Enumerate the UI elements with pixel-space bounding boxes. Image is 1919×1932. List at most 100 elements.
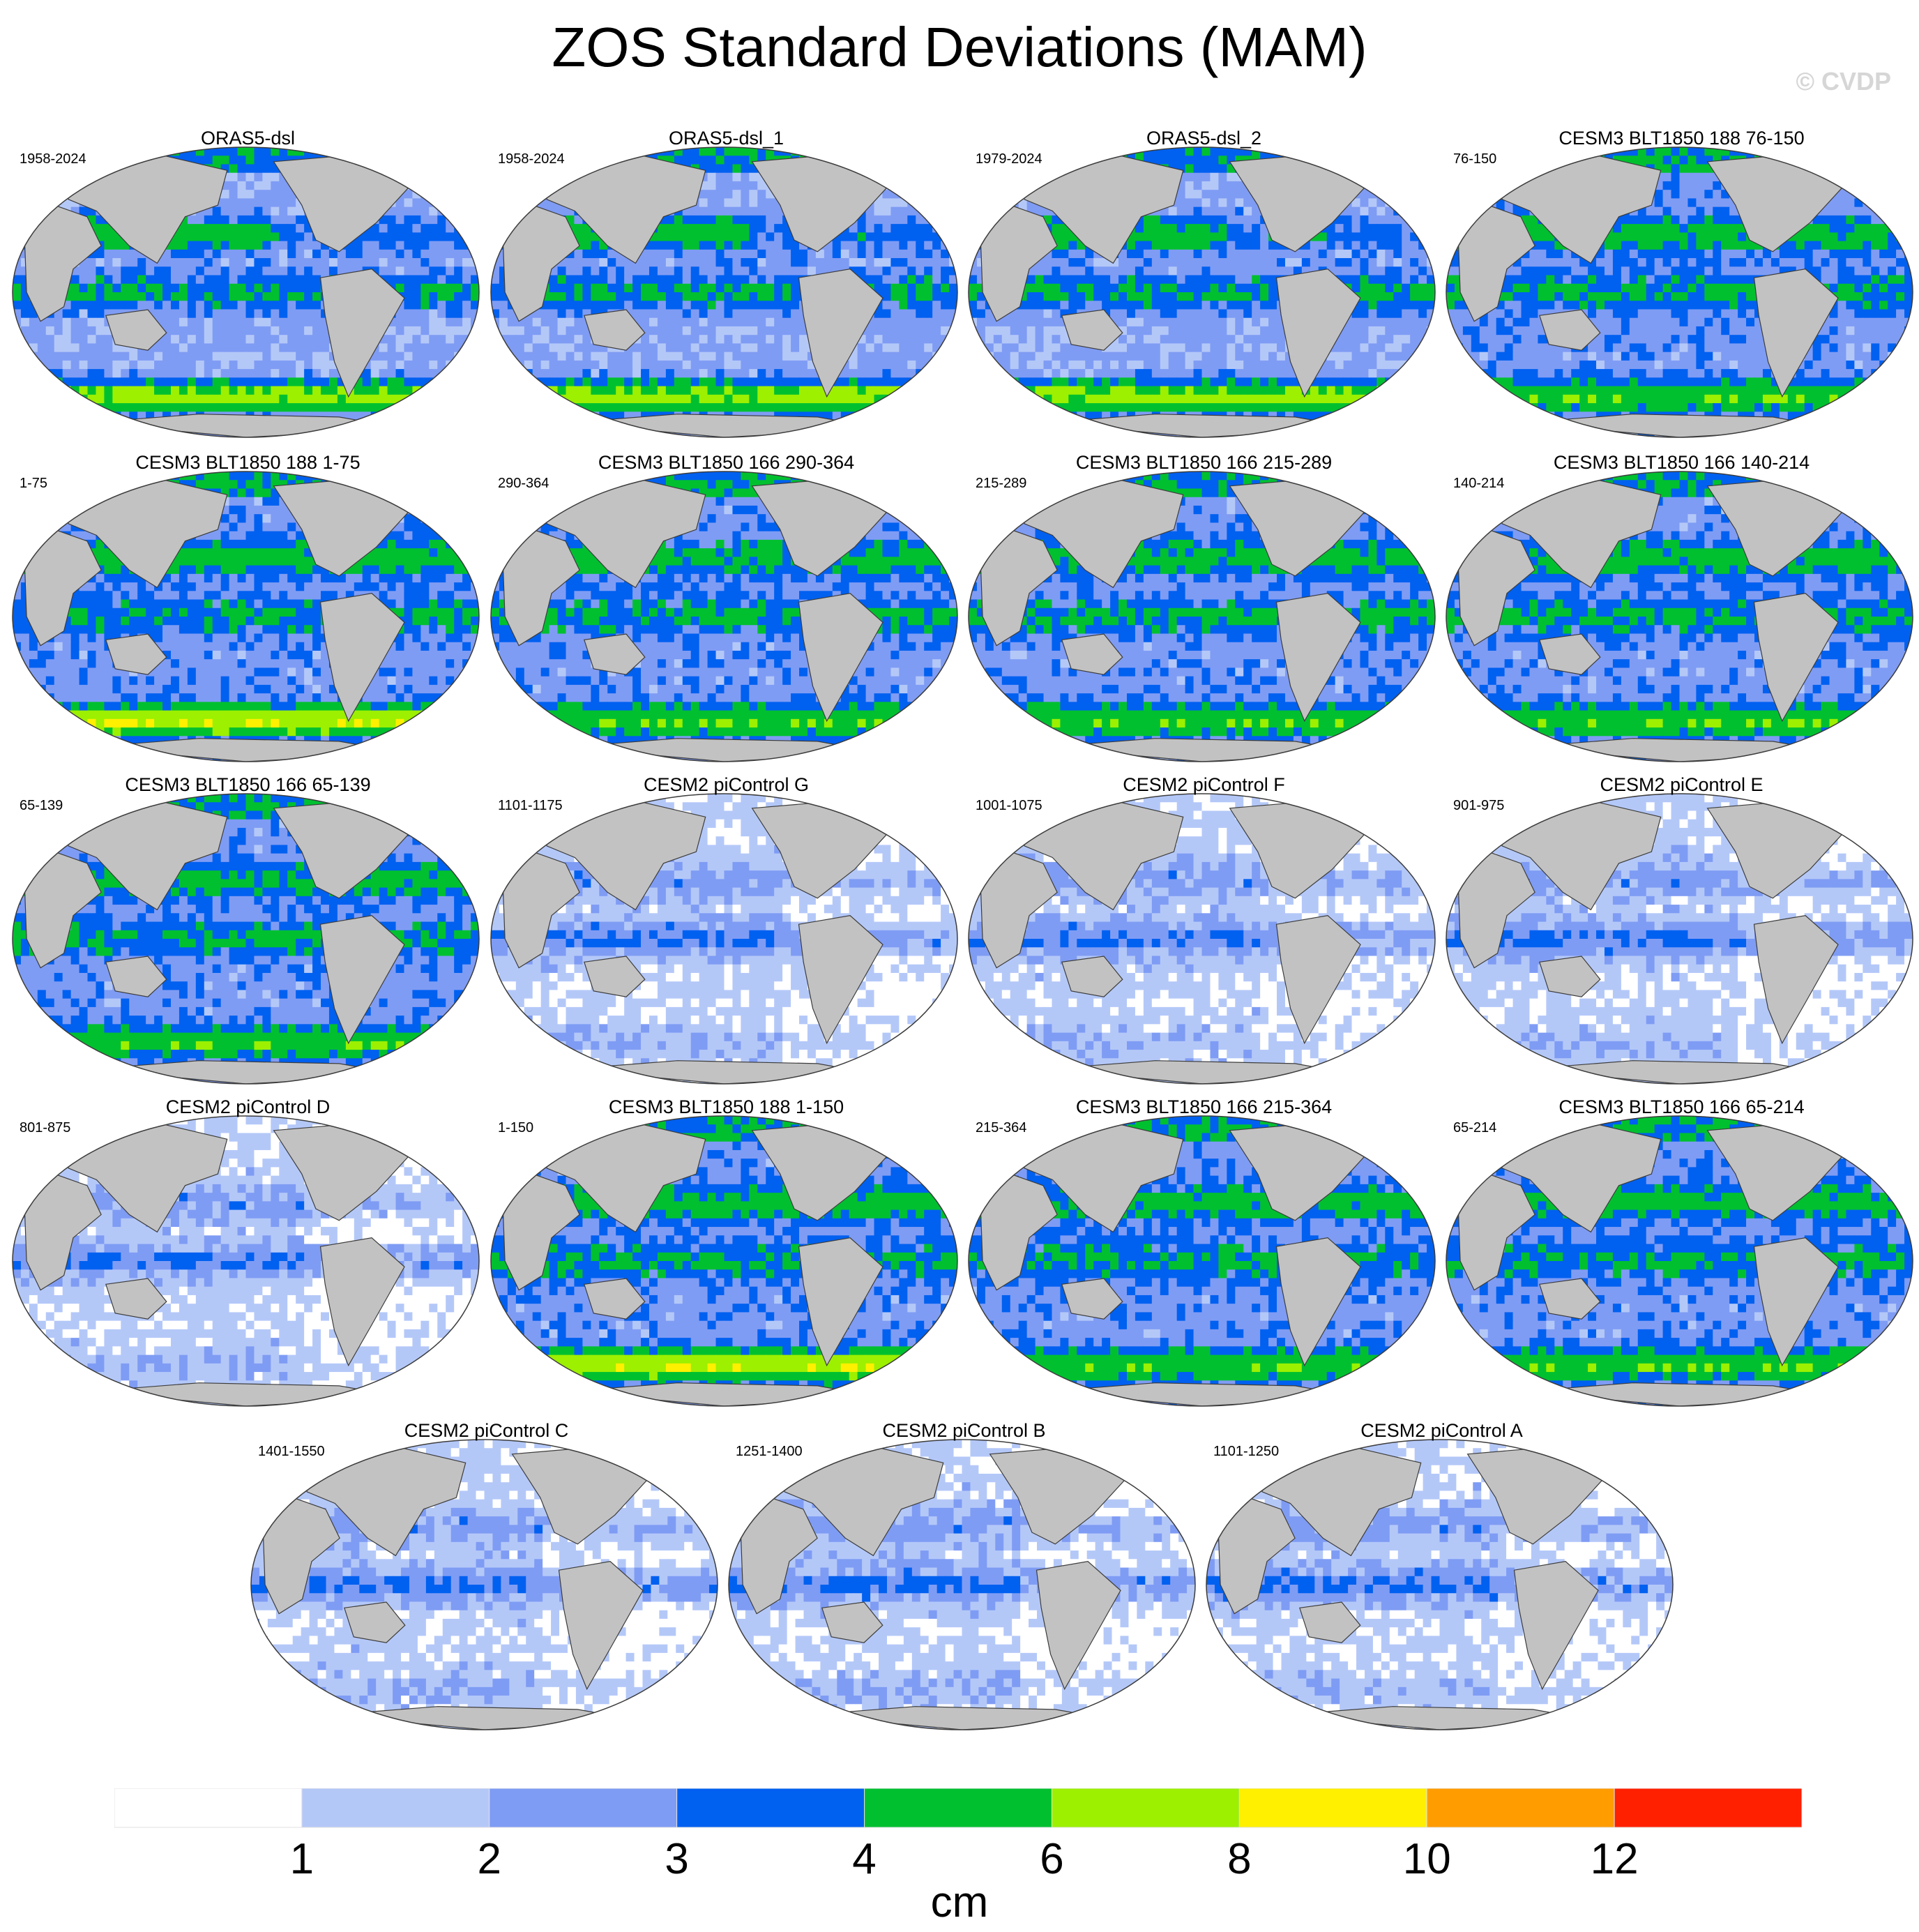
cvdp-watermark: © CVDP (1796, 67, 1891, 96)
map-panel: CESM3 BLT1850 166 215-364 215-364 (966, 1096, 1442, 1420)
panel-title: CESM2 piControl F (966, 774, 1442, 796)
ocean-field (13, 794, 479, 1084)
land-mass (1492, 1121, 1662, 1233)
land-mass (1457, 1173, 1535, 1291)
land-mass (502, 204, 580, 322)
colorbar-swatch (1614, 1788, 1802, 1828)
zos-map (968, 146, 1436, 438)
land-mass (1539, 633, 1601, 675)
land-mass (1036, 1561, 1121, 1691)
colorbar-swatch (864, 1788, 1052, 1828)
ocean-field (729, 1440, 1195, 1730)
map-border (1446, 146, 1913, 438)
panel-title: CESM2 piControl D (10, 1096, 486, 1118)
zos-map (968, 471, 1436, 762)
land-mass (24, 529, 102, 647)
ocean-field (1446, 794, 1913, 1084)
panel-title: CESM2 piControl C (248, 1420, 725, 1442)
zos-map (12, 471, 480, 762)
colorbar-tick-label: 10 (1403, 1834, 1451, 1884)
land-mass (584, 1278, 646, 1320)
map-panel: CESM3 BLT1850 166 290-364 290-364 (488, 452, 964, 776)
map-panel: CESM3 BLT1850 188 1-75 1-75 (10, 452, 486, 776)
panel-title: CESM2 piControl E (1443, 774, 1919, 796)
zos-map (1446, 793, 1913, 1085)
zos-map (490, 793, 958, 1085)
map-panel: ORAS5-dsl 1958-2024 (10, 128, 486, 451)
panel-years: 1979-2024 (976, 151, 1042, 167)
land-mass (1513, 1561, 1599, 1691)
map-panel: CESM2 piControl A 1101-1250 (1204, 1420, 1680, 1744)
zos-map (1446, 471, 1913, 762)
colorbar (114, 1788, 1802, 1828)
map-border (968, 793, 1436, 1085)
colorbar-tick-label: 12 (1591, 1834, 1639, 1884)
ocean-field (491, 471, 957, 762)
land-mass (1457, 851, 1535, 969)
land-mass (262, 1497, 340, 1615)
panel-years: 1958-2024 (498, 151, 565, 167)
zos-map (12, 146, 480, 438)
land-mass (775, 1444, 944, 1557)
ocean-field (1446, 471, 1913, 762)
ocean-field (491, 794, 957, 1084)
land-mass (537, 1121, 706, 1233)
land-mass (584, 633, 646, 675)
land-mass (24, 1173, 102, 1291)
land-mass (105, 633, 167, 675)
panel-years: 65-214 (1453, 1120, 1496, 1136)
land-mass (1539, 1278, 1601, 1320)
panel-title: CESM3 BLT1850 166 290-364 (488, 452, 964, 474)
land-mass (980, 204, 1058, 322)
panel-years: 1-75 (20, 476, 47, 492)
land-mass (1457, 529, 1535, 647)
panel-years: 1101-1175 (498, 798, 563, 814)
colorbar-tick-label: 2 (478, 1834, 501, 1884)
panel-years: 1-150 (498, 1120, 533, 1136)
land-mass (319, 593, 405, 723)
land-mass (319, 1237, 405, 1367)
zos-map (1446, 146, 1913, 438)
ocean-field (969, 471, 1435, 762)
panel-years: 215-364 (976, 1120, 1026, 1136)
ocean-field (969, 147, 1435, 437)
zos-map (12, 793, 480, 1085)
map-border (490, 1115, 958, 1407)
map-border (1446, 471, 1913, 762)
land-mass (319, 915, 405, 1045)
map-border (490, 146, 958, 438)
map-panel: CESM2 piControl B 1251-1400 (726, 1420, 1202, 1744)
land-mass (1061, 633, 1123, 675)
land-mass (1299, 1601, 1361, 1643)
map-border (250, 1439, 718, 1730)
map-panel: CESM3 BLT1850 188 1-150 1-150 (488, 1096, 964, 1420)
panel-years: 1251-1400 (736, 1444, 803, 1460)
map-border (1446, 1115, 1913, 1407)
ocean-field (1206, 1440, 1673, 1730)
land-mass (502, 529, 580, 647)
zos-map (1206, 1439, 1674, 1730)
land-mass (980, 851, 1058, 969)
zos-map (1446, 1115, 1913, 1407)
land-mass (584, 309, 646, 351)
map-border (490, 793, 958, 1085)
land-mass (297, 1444, 467, 1557)
colorbar-tick-label: 3 (665, 1834, 688, 1884)
land-mass (1753, 915, 1839, 1045)
panel-title: ORAS5-dsl (10, 128, 486, 149)
land-mass (1753, 269, 1839, 398)
panel-title: CESM2 piControl A (1204, 1420, 1680, 1442)
land-mass (740, 1497, 818, 1615)
panel-title: ORAS5-dsl_2 (966, 128, 1442, 149)
colorbar-tick-label: 8 (1227, 1834, 1251, 1884)
land-mass (59, 1121, 228, 1233)
map-border (1446, 793, 1913, 1085)
colorbar-swatch (676, 1788, 865, 1828)
map-border (490, 471, 958, 762)
colorbar-tick-label: 4 (852, 1834, 876, 1884)
panel-years: 1001-1075 (976, 798, 1042, 814)
map-panel: CESM2 piControl G 1101-1175 (488, 774, 964, 1098)
panel-title: CESM3 BLT1850 166 65-139 (10, 774, 486, 796)
panel-years: 1101-1250 (1213, 1444, 1279, 1460)
land-mass (537, 799, 706, 911)
